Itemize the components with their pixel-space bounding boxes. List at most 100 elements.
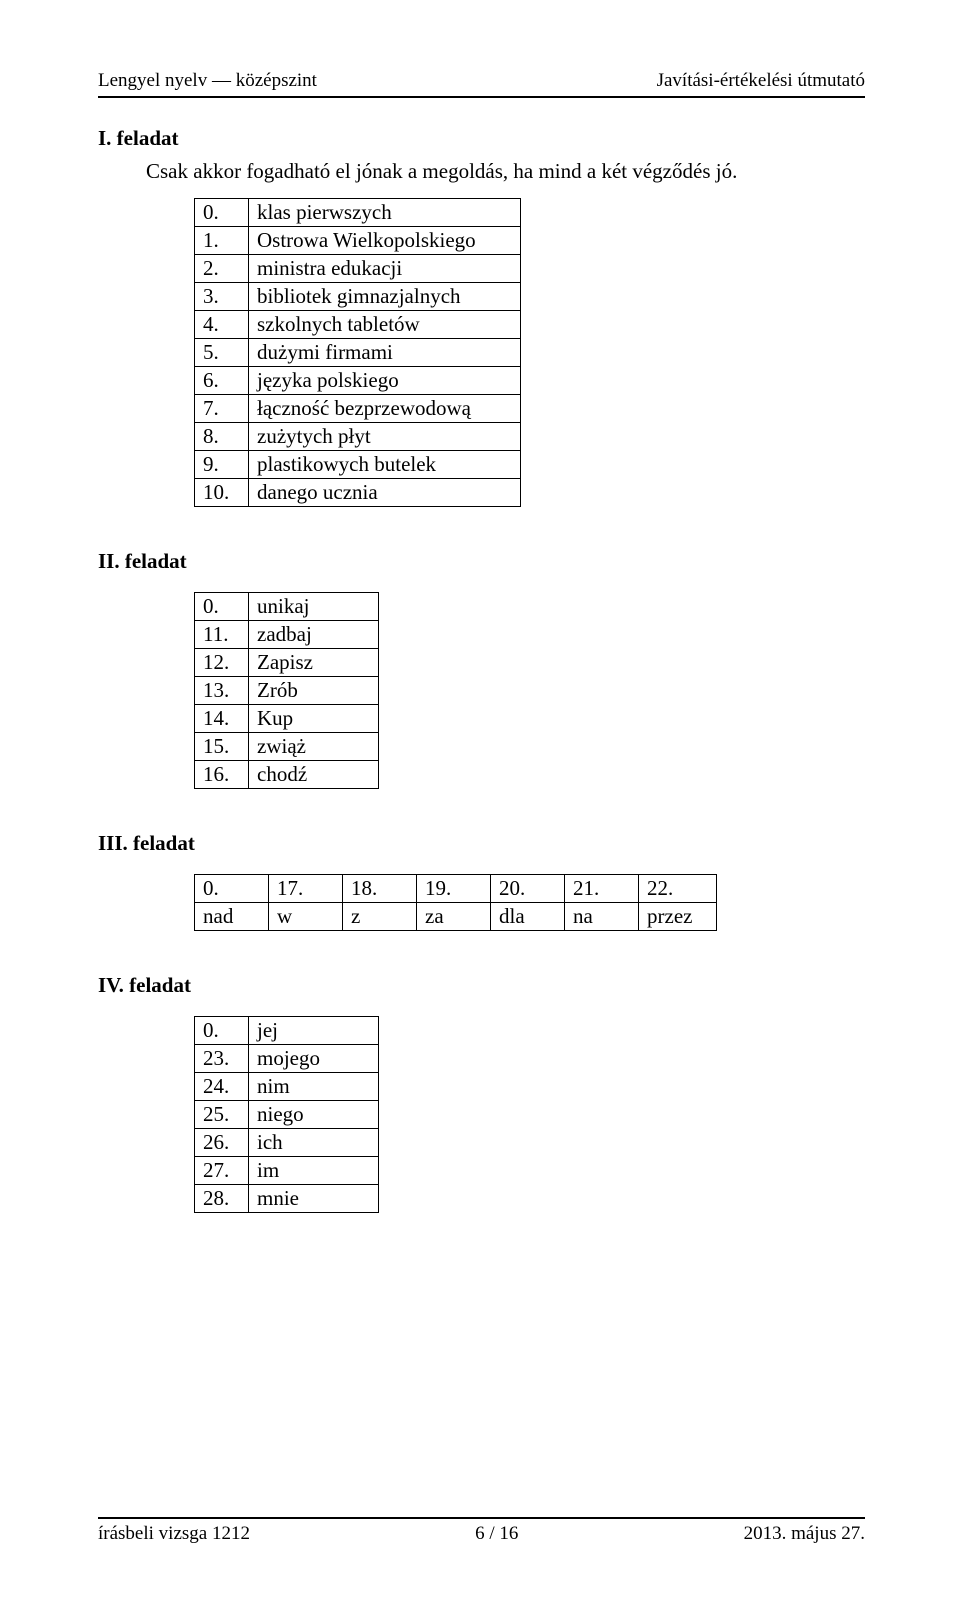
footer-rule xyxy=(98,1517,865,1519)
cell-val: klas pierwszych xyxy=(249,199,521,227)
cell-val: z xyxy=(343,903,417,931)
cell-val: mnie xyxy=(249,1185,379,1213)
cell-num: 1. xyxy=(195,227,249,255)
task4-title: IV. feladat xyxy=(98,973,865,998)
cell-num: 5. xyxy=(195,339,249,367)
task2-table: 0.unikaj 11.zadbaj 12.Zapisz 13.Zrób 14.… xyxy=(194,592,379,789)
cell-num: 27. xyxy=(195,1157,249,1185)
table-row: 8.zużytych płyt xyxy=(195,423,521,451)
cell-num: 17. xyxy=(269,875,343,903)
cell-num: 16. xyxy=(195,761,249,789)
cell-num: 9. xyxy=(195,451,249,479)
table-row: 14.Kup xyxy=(195,705,379,733)
table-row: 9.plastikowych butelek xyxy=(195,451,521,479)
table-row: 3.bibliotek gimnazjalnych xyxy=(195,283,521,311)
table-row: 0.jej xyxy=(195,1017,379,1045)
table-row: 0.unikaj xyxy=(195,593,379,621)
cell-num: 0. xyxy=(195,593,249,621)
table-row: 26.ich xyxy=(195,1129,379,1157)
cell-val: języka polskiego xyxy=(249,367,521,395)
cell-val: za xyxy=(417,903,491,931)
cell-num: 28. xyxy=(195,1185,249,1213)
cell-num: 7. xyxy=(195,395,249,423)
cell-val: nim xyxy=(249,1073,379,1101)
cell-val: dla xyxy=(491,903,565,931)
cell-num: 25. xyxy=(195,1101,249,1129)
cell-num: 15. xyxy=(195,733,249,761)
cell-num: 23. xyxy=(195,1045,249,1073)
cell-num: 18. xyxy=(343,875,417,903)
cell-num: 3. xyxy=(195,283,249,311)
task4-table: 0.jej 23.mojego 24.nim 25.niego 26.ich 2… xyxy=(194,1016,379,1213)
cell-num: 24. xyxy=(195,1073,249,1101)
cell-val: zadbaj xyxy=(249,621,379,649)
cell-val: Ostrowa Wielkopolskiego xyxy=(249,227,521,255)
task3-title: III. feladat xyxy=(98,831,865,856)
cell-num: 2. xyxy=(195,255,249,283)
cell-val: plastikowych butelek xyxy=(249,451,521,479)
cell-val: szkolnych tabletów xyxy=(249,311,521,339)
table-row: 2.ministra edukacji xyxy=(195,255,521,283)
table-row: 10.danego ucznia xyxy=(195,479,521,507)
task2-title: II. feladat xyxy=(98,549,865,574)
cell-num: 8. xyxy=(195,423,249,451)
cell-val: zużytych płyt xyxy=(249,423,521,451)
cell-num: 0. xyxy=(195,199,249,227)
table-row: 12.Zapisz xyxy=(195,649,379,677)
cell-val: dużymi firmami xyxy=(249,339,521,367)
cell-val: bibliotek gimnazjalnych xyxy=(249,283,521,311)
cell-val: niego xyxy=(249,1101,379,1129)
cell-num: 11. xyxy=(195,621,249,649)
table-row: 5.dużymi firmami xyxy=(195,339,521,367)
cell-num: 4. xyxy=(195,311,249,339)
footer-center: 6 / 16 xyxy=(475,1523,518,1545)
page-footer: írásbeli vizsga 1212 6 / 16 2013. május … xyxy=(98,1517,865,1545)
table-row: 6.języka polskiego xyxy=(195,367,521,395)
cell-num: 0. xyxy=(195,1017,249,1045)
cell-val: Kup xyxy=(249,705,379,733)
cell-num: 21. xyxy=(565,875,639,903)
footer-right: 2013. május 27. xyxy=(744,1523,865,1545)
cell-num: 26. xyxy=(195,1129,249,1157)
cell-num: 22. xyxy=(639,875,717,903)
table-row: 24.nim xyxy=(195,1073,379,1101)
task1-intro: Csak akkor fogadható el jónak a megoldás… xyxy=(146,159,865,184)
footer-left: írásbeli vizsga 1212 xyxy=(98,1523,250,1545)
page: Lengyel nyelv — középszint Javítási-érté… xyxy=(0,0,960,1609)
cell-val: ministra edukacji xyxy=(249,255,521,283)
cell-num: 19. xyxy=(417,875,491,903)
cell-num: 10. xyxy=(195,479,249,507)
table-row: 11.zadbaj xyxy=(195,621,379,649)
page-header: Lengyel nyelv — középszint Javítási-érté… xyxy=(98,70,865,92)
cell-val: Zrób xyxy=(249,677,379,705)
table-row: 7.łączność bezprzewodową xyxy=(195,395,521,423)
cell-val: Zapisz xyxy=(249,649,379,677)
table-row: 27.im xyxy=(195,1157,379,1185)
cell-num: 20. xyxy=(491,875,565,903)
header-right: Javítási-értékelési útmutató xyxy=(657,70,865,92)
cell-val: na xyxy=(565,903,639,931)
table-row: 15.zwiąż xyxy=(195,733,379,761)
task3-table: 0. 17. 18. 19. 20. 21. 22. nad w z za dl… xyxy=(194,874,717,931)
cell-val: łączność bezprzewodową xyxy=(249,395,521,423)
table-row: nad w z za dla na przez xyxy=(195,903,717,931)
cell-val: zwiąż xyxy=(249,733,379,761)
task1-table: 0.klas pierwszych 1.Ostrowa Wielkopolski… xyxy=(194,198,521,507)
table-row: 13.Zrób xyxy=(195,677,379,705)
cell-num: 6. xyxy=(195,367,249,395)
cell-val: unikaj xyxy=(249,593,379,621)
header-left: Lengyel nyelv — középszint xyxy=(98,70,317,92)
task1-title: I. feladat xyxy=(98,126,865,151)
table-row: 0.klas pierwszych xyxy=(195,199,521,227)
table-row: 23.mojego xyxy=(195,1045,379,1073)
table-row: 1.Ostrowa Wielkopolskiego xyxy=(195,227,521,255)
table-row: 28.mnie xyxy=(195,1185,379,1213)
cell-val: im xyxy=(249,1157,379,1185)
cell-val: ich xyxy=(249,1129,379,1157)
table-row: 16.chodź xyxy=(195,761,379,789)
table-row: 4.szkolnych tabletów xyxy=(195,311,521,339)
cell-val: mojego xyxy=(249,1045,379,1073)
cell-num: 14. xyxy=(195,705,249,733)
cell-val: jej xyxy=(249,1017,379,1045)
cell-val: w xyxy=(269,903,343,931)
